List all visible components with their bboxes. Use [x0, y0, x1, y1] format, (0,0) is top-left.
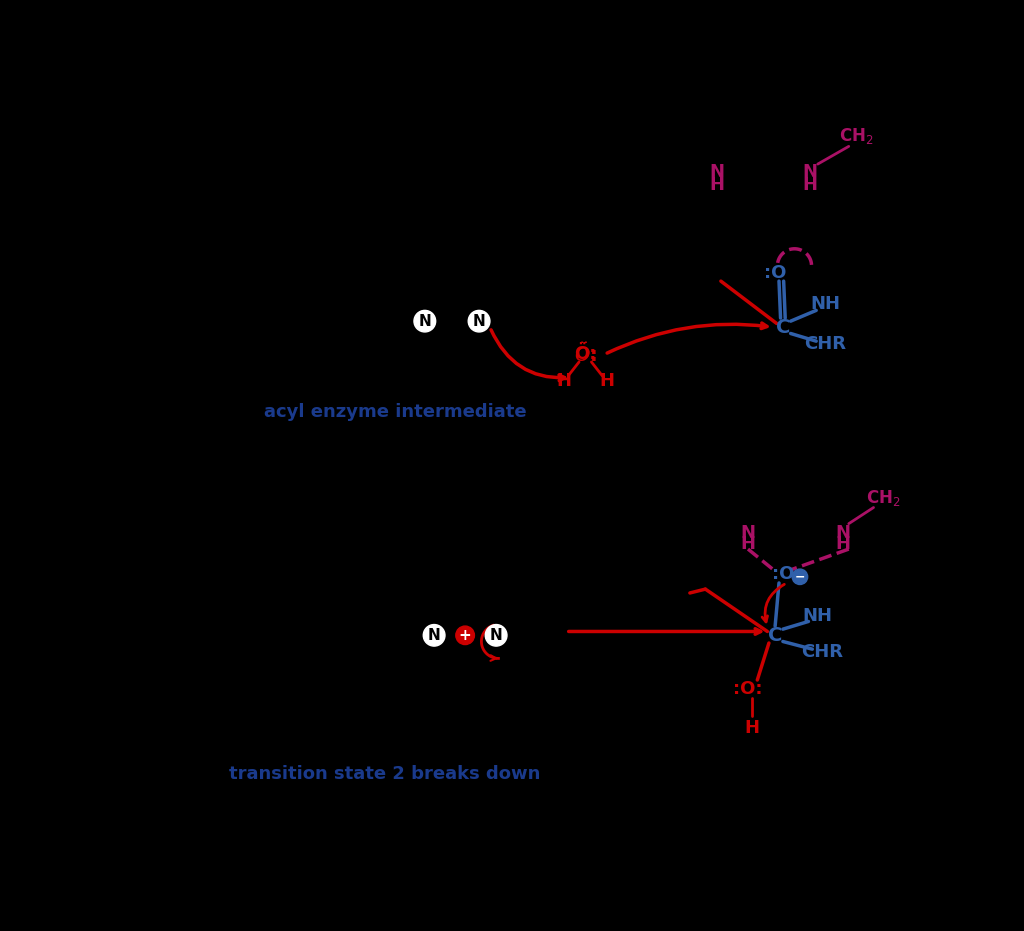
Text: Ö:: Ö: — [574, 345, 596, 363]
Text: H: H — [835, 535, 850, 553]
Text: transition state 2 breaks down: transition state 2 breaks down — [228, 765, 540, 783]
Text: NH: NH — [803, 607, 833, 625]
Text: :O: :O — [764, 264, 786, 282]
Text: N: N — [473, 314, 485, 329]
Circle shape — [468, 310, 489, 332]
Text: H: H — [803, 176, 817, 194]
Text: N: N — [428, 627, 440, 642]
Text: N: N — [489, 627, 503, 642]
Text: H: H — [740, 535, 756, 553]
Circle shape — [485, 625, 507, 646]
Text: H: H — [744, 719, 760, 736]
Text: N: N — [740, 524, 756, 542]
Text: N: N — [803, 163, 817, 181]
Text: N: N — [835, 524, 850, 542]
Text: N: N — [419, 314, 431, 329]
Circle shape — [456, 626, 474, 644]
Text: $\ddot{O}$:: $\ddot{O}$: — [573, 343, 597, 366]
Circle shape — [423, 625, 445, 646]
Text: C: C — [768, 626, 782, 645]
Circle shape — [414, 310, 435, 332]
Text: H: H — [599, 372, 614, 390]
Text: NH: NH — [811, 295, 841, 313]
Text: CHR: CHR — [805, 335, 847, 353]
Circle shape — [793, 569, 808, 585]
Text: acyl enzyme intermediate: acyl enzyme intermediate — [263, 403, 526, 421]
Text: :O: :O — [772, 565, 794, 583]
Text: H: H — [710, 176, 725, 194]
Text: C: C — [776, 317, 791, 337]
Text: CHR: CHR — [801, 643, 843, 661]
Text: CH$_2$: CH$_2$ — [866, 488, 901, 508]
Text: H: H — [556, 372, 571, 390]
Text: :O:: :O: — [733, 681, 763, 698]
Text: +: + — [459, 627, 471, 642]
Text: CH$_2$: CH$_2$ — [840, 127, 873, 146]
Text: N: N — [710, 163, 725, 181]
Text: −: − — [795, 571, 805, 584]
